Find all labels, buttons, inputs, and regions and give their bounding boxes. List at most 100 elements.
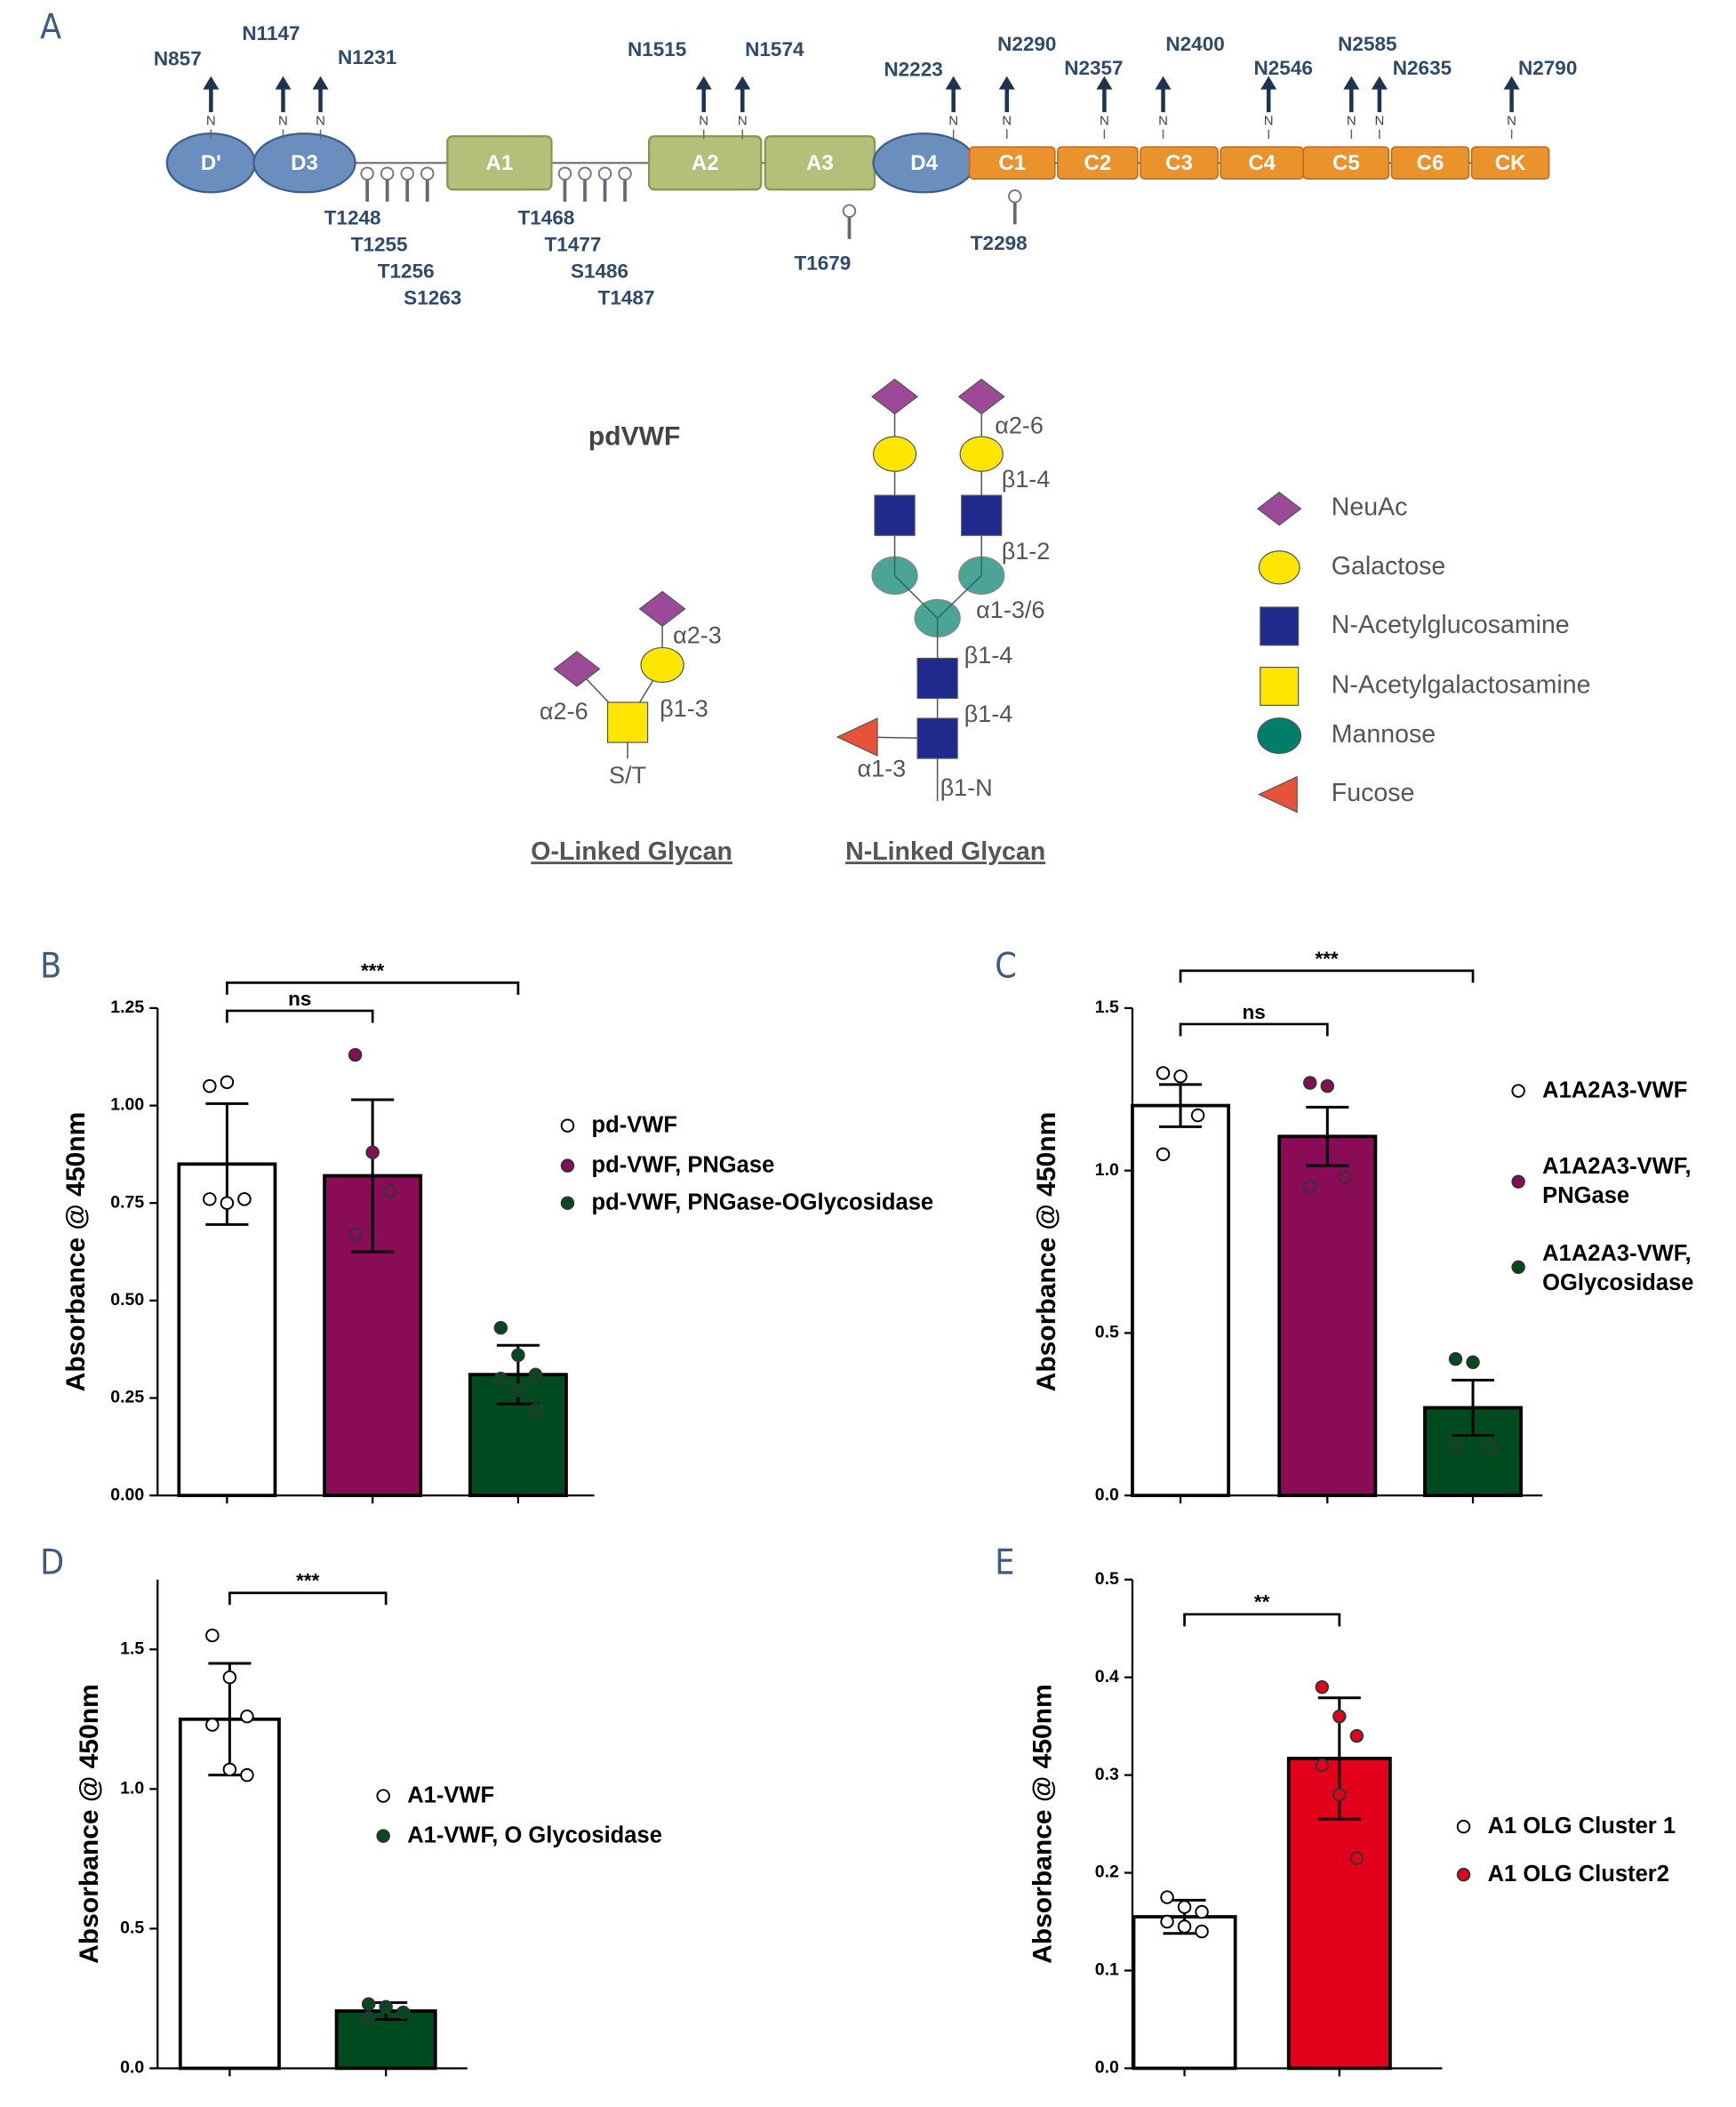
legend-entry: pd-VWF, PNGase-OGlycosidase <box>591 1190 934 1215</box>
y-tick-label: 0.25 <box>110 1388 144 1407</box>
y-tick-label: 0.3 <box>1095 1765 1119 1784</box>
legend-marker <box>560 1118 575 1133</box>
y-tick-label: 0.5 <box>120 1919 144 1938</box>
y-tick-label: 0.0 <box>1095 1485 1119 1504</box>
o-site-label: T1468 <box>518 206 575 228</box>
y-tick-label: 0.2 <box>1095 1863 1119 1882</box>
data-point <box>220 1196 235 1210</box>
legend-marker <box>1511 1174 1525 1189</box>
n-site-label: N2585 <box>1338 33 1396 55</box>
glycan-legend-label: NeuAc <box>1332 493 1408 522</box>
significance-bracket <box>226 1009 374 1023</box>
data-point <box>365 1145 380 1159</box>
legend-label: A1 OLG Cluster2 <box>1487 1861 1669 1887</box>
glycan-name: O-Linked Glycan <box>531 837 732 866</box>
mannose-symbol <box>1257 717 1302 755</box>
domain-label: D4 <box>910 151 938 175</box>
bar <box>1132 1915 1237 2071</box>
data-point <box>240 1709 254 1724</box>
error-bar <box>351 1098 395 1254</box>
data-point <box>379 1999 393 2015</box>
significance-bracket <box>1179 1022 1329 1037</box>
data-point <box>1332 1787 1347 1802</box>
data-point <box>1320 1078 1335 1094</box>
o-site <box>842 204 857 219</box>
domain <box>1470 146 1550 180</box>
panel-label: E <box>995 1543 1014 1583</box>
y-tick-label: 0.75 <box>110 1192 144 1212</box>
linkage-label: β1-2 <box>1002 538 1051 565</box>
o-site-label: T1255 <box>351 233 408 255</box>
y-tick-label: 1.0 <box>120 1778 144 1798</box>
legend-entry: A1-VWF <box>407 1783 494 1808</box>
domain <box>1302 146 1390 180</box>
glycan-title: pdVWF <box>588 422 680 452</box>
domain-label: D3 <box>291 151 318 175</box>
o-site-label: T1679 <box>794 252 851 274</box>
o-site <box>420 166 435 180</box>
data-point <box>528 1402 543 1417</box>
significance-bracket <box>1183 1613 1341 1627</box>
error-bar <box>1159 1083 1203 1128</box>
o-site-label: T2298 <box>971 232 1028 254</box>
linkage-label: β1-4 <box>1002 466 1051 493</box>
data-point <box>1483 1439 1498 1454</box>
n-site-label: N1231 <box>338 46 396 68</box>
legend-entry: A1A2A3-VWF, PNGase <box>1542 1154 1691 1209</box>
domain-label: A3 <box>806 151 834 175</box>
error-bar <box>1306 1105 1349 1167</box>
n-site-arrowhead <box>1371 76 1388 90</box>
data-point <box>1177 1900 1192 1914</box>
data-point <box>1349 1851 1364 1865</box>
y-tick-label: 1.0 <box>1095 1160 1119 1180</box>
data-point <box>1315 1758 1330 1773</box>
data-point <box>1303 1180 1317 1194</box>
n-site-arrowhead <box>1343 76 1360 90</box>
mannose-symbol <box>958 556 1005 595</box>
domain-label: CK <box>1495 151 1526 175</box>
significance-bracket <box>226 981 520 995</box>
data-point <box>1332 1709 1347 1724</box>
glycan-legend-label: N-Acetylgalactosamine <box>1332 671 1591 700</box>
square-symbol <box>606 701 649 743</box>
n-site-arrowhead <box>312 76 329 90</box>
legend-entry: A1 OLG Cluster 1 <box>1487 1813 1676 1839</box>
n-site-label: N1147 <box>242 22 300 44</box>
mannose-symbol <box>871 556 918 595</box>
data-point <box>222 1670 237 1685</box>
linkage-label: β1-N <box>940 774 993 801</box>
n-site-label: N2290 <box>997 33 1056 55</box>
significance-label: *** <box>1315 948 1339 970</box>
domain-label: A1 <box>486 151 514 175</box>
n-symbol: N <box>1347 114 1356 129</box>
y-axis-label: Absorbance @ 450nm <box>1028 1684 1058 1964</box>
data-point <box>1349 1728 1364 1743</box>
legend-label: pd-VWF, PNGase-OGlycosidase <box>591 1190 934 1215</box>
panel-label: D <box>40 1543 64 1583</box>
y-tick-label: 0.4 <box>1095 1667 1119 1686</box>
n-symbol: N <box>1374 114 1384 129</box>
o-site <box>557 166 572 180</box>
n-site-label: N2790 <box>1518 57 1577 79</box>
legend-entry: A1 OLG Cluster2 <box>1487 1861 1669 1887</box>
n-symbol: N <box>206 114 216 129</box>
data-point <box>361 2011 376 2025</box>
square-symbol <box>961 494 1003 536</box>
n-site-label: N2546 <box>1254 57 1313 79</box>
n-symbol: N <box>316 114 325 129</box>
n-symbol: N <box>1158 114 1168 129</box>
o-site-label: T1487 <box>598 286 655 308</box>
n-site-arrowhead <box>203 76 220 90</box>
o-site <box>400 166 414 180</box>
legend-marker <box>376 1789 390 1803</box>
mannose-symbol <box>914 598 961 638</box>
data-point <box>240 1767 254 1783</box>
y-tick-label: 1.00 <box>110 1095 144 1115</box>
data-point <box>1160 1890 1174 1904</box>
data-point <box>1177 1919 1192 1934</box>
legend-label: A1 OLG Cluster 1 <box>1487 1813 1676 1839</box>
data-point <box>382 1184 397 1198</box>
legend-label: A1A2A3-VWF, OGlycosidase <box>1542 1240 1694 1295</box>
significance-label: ns <box>288 988 311 1010</box>
